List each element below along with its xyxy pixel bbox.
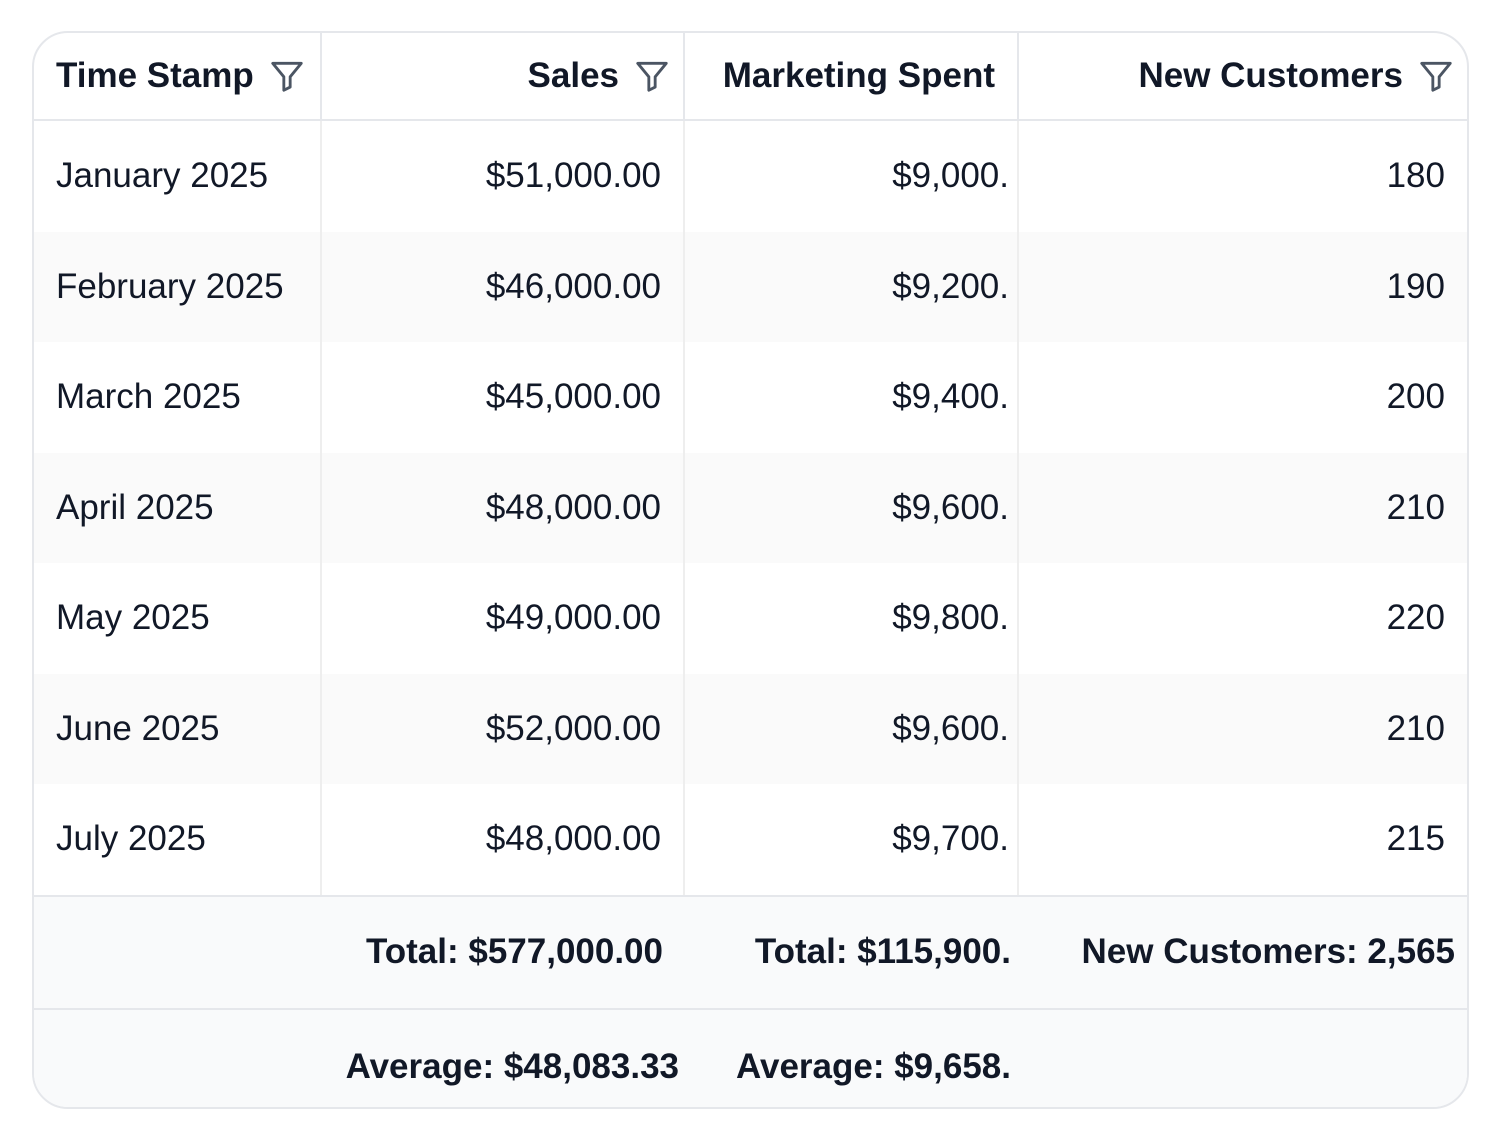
table-cell-marketing: $9,800.	[685, 563, 1019, 674]
table-cell-time: June 2025	[34, 673, 322, 784]
column-header-label: New Customers	[1138, 56, 1403, 95]
table-cell-marketing: $9,200.	[685, 231, 1019, 342]
table-cell-customers: 200	[1386, 377, 1445, 417]
footer-empty-cell	[34, 1010, 322, 1108]
table-cell-sales: $46,000.00	[322, 231, 685, 342]
data-table-card: Time Stamp Sales Marketing Spent New Cus…	[32, 31, 1469, 1109]
column-header-label: Marketing Spent	[722, 56, 995, 95]
table-cell-marketing: $9,600.	[685, 452, 1019, 563]
table-cell-sales: $45,000.00	[322, 342, 685, 453]
footer-empty-cell	[1019, 1010, 1467, 1108]
table-cell-customers: 180	[1386, 156, 1445, 196]
table-cell-time: May 2025	[34, 563, 322, 674]
table-cell-sales: $48,000.00	[322, 784, 685, 895]
table-cell-marketing: $9,000.	[685, 121, 1019, 232]
filter-icon[interactable]	[268, 57, 306, 95]
column-header-label: Sales	[527, 56, 619, 95]
column-header-time-stamp[interactable]: Time Stamp	[34, 33, 322, 121]
total-sales: Total: $577,000.00	[365, 932, 663, 971]
filter-icon[interactable]	[633, 57, 671, 95]
table-cell-customers: 210	[1019, 673, 1467, 784]
table-body: January 2025 $51,000.00 $9,000. 180 Febr…	[34, 121, 1467, 895]
table-cell-marketing: $9,600.	[685, 673, 1019, 784]
table-cell-sales: $48,000.00	[322, 452, 685, 563]
table-cell-sales: $51,000.00	[322, 121, 685, 232]
table-cell-sales: $49,000.00	[322, 563, 685, 674]
average-marketing: Average: $9,658.	[736, 1047, 1011, 1086]
column-header-marketing-spent[interactable]: Marketing Spent	[685, 33, 1019, 121]
table-footer-totals: Total: $577,000.00 Total: $115,900. New …	[34, 894, 1467, 1008]
filter-icon[interactable]	[1417, 57, 1455, 95]
table-cell-customers: 190	[1019, 231, 1467, 342]
table-cell-time: March 2025	[34, 342, 322, 453]
table-cell-sales: $52,000.00	[322, 673, 685, 784]
table-cell-time: January 2025	[34, 121, 322, 232]
column-header-label: Time Stamp	[56, 56, 254, 95]
footer-empty-cell	[34, 897, 322, 1008]
table-cell-customers: 210	[1019, 452, 1467, 563]
total-marketing: Total: $115,900.	[754, 932, 1011, 971]
table-cell-marketing: $9,400.	[685, 342, 1019, 453]
table-cell-time: July 2025	[34, 784, 322, 895]
table-footer-averages: Average: $48,083.33 Average: $9,658.	[34, 1007, 1467, 1108]
total-new-customers: New Customers: 2,565	[1081, 932, 1455, 971]
column-header-sales[interactable]: Sales	[322, 33, 685, 121]
table-cell-customers: 220	[1386, 598, 1445, 638]
table-header: Time Stamp Sales Marketing Spent New Cus…	[34, 33, 1467, 121]
table-cell-time: February 2025	[34, 231, 322, 342]
table-cell-marketing: $9,700.	[685, 784, 1019, 895]
table-cell-customers: 215	[1386, 819, 1445, 859]
average-sales: Average: $48,083.33	[345, 1047, 679, 1086]
column-header-new-customers[interactable]: New Customers	[1019, 33, 1467, 121]
table-cell-time: April 2025	[34, 452, 322, 563]
